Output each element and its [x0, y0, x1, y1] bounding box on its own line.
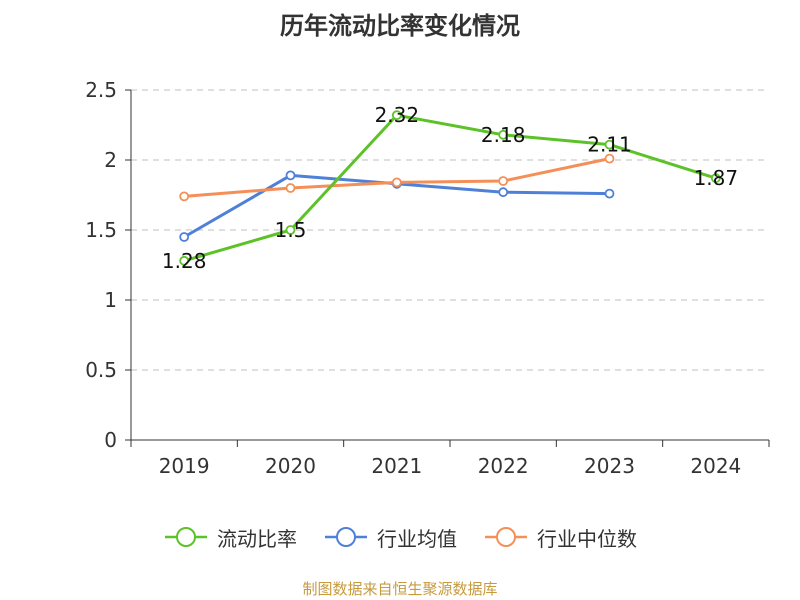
- data-point: [710, 173, 721, 184]
- legend-item-industry-mean[interactable]: 行业均值: [323, 523, 457, 552]
- data-point: [285, 183, 296, 193]
- y-tick-label: 0.5: [85, 358, 117, 382]
- legend-label: 行业均值: [377, 526, 457, 551]
- data-point: [604, 188, 615, 199]
- x-tick-label: 2019: [159, 454, 210, 478]
- x-tick-label: 2021: [371, 454, 422, 478]
- data-point: [285, 225, 296, 235]
- legend-line-marker-icon: [165, 527, 207, 547]
- chart-legend: 流动比率 行业均值 行业中位数: [0, 520, 800, 554]
- x-tick-label: 2022: [478, 454, 529, 478]
- data-label: 1.87: [694, 166, 739, 190]
- x-tick-label: 2024: [690, 454, 741, 478]
- data-point: [604, 139, 615, 150]
- x-tick-label: 2020: [265, 454, 316, 478]
- y-tick-label: 2.5: [85, 78, 117, 102]
- data-point: [498, 187, 509, 198]
- legend-line-marker-icon: [485, 527, 527, 547]
- legend-label: 行业中位数: [537, 526, 637, 551]
- data-point: [604, 153, 615, 164]
- source-note: 制图数据来自恒生聚源数据库: [302, 580, 498, 598]
- data-point: [285, 170, 296, 181]
- chart-title: 历年流动比率变化情况: [280, 12, 520, 40]
- data-point: [179, 232, 190, 242]
- y-tick-label: 1.5: [85, 218, 117, 242]
- series-line-current-ratio: [183, 113, 717, 263]
- data-point: [498, 176, 509, 186]
- legend-item-current-ratio[interactable]: 流动比率: [163, 523, 297, 552]
- data-point: [179, 191, 190, 202]
- data-point: [391, 177, 402, 188]
- data-label: 2.32: [375, 103, 420, 127]
- legend-item-industry-median[interactable]: 行业中位数: [483, 523, 637, 552]
- legend-label: 流动比率: [217, 526, 297, 551]
- y-tick-label: 1: [104, 288, 117, 312]
- data-label: 1.5: [275, 218, 307, 242]
- y-tick-label: 0: [104, 428, 117, 452]
- data-label: 2.18: [481, 123, 526, 147]
- y-tick-label: 2: [104, 148, 117, 172]
- legend-line-marker-icon: [325, 527, 367, 547]
- data-point: [498, 129, 509, 140]
- data-point: [179, 255, 190, 266]
- data-label: 1.28: [162, 249, 207, 273]
- data-point: [391, 110, 402, 121]
- data-label: 2.11: [587, 133, 632, 157]
- x-tick-label: 2023: [584, 454, 635, 478]
